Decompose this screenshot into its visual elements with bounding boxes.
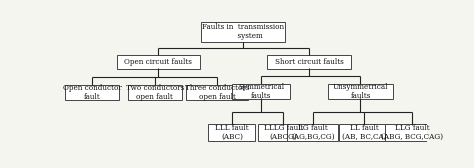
FancyBboxPatch shape [267,55,351,69]
Text: LLG fault
(ABG, BCG,CAG): LLG fault (ABG, BCG,CAG) [381,124,443,141]
Text: LLL fault
(ABC): LLL fault (ABC) [215,124,249,141]
FancyBboxPatch shape [232,84,290,99]
FancyBboxPatch shape [117,55,201,69]
Text: Faults in  transmission
      system: Faults in transmission system [202,23,284,40]
FancyBboxPatch shape [258,124,309,141]
FancyBboxPatch shape [186,85,248,100]
Text: Symmetrical
faults: Symmetrical faults [238,83,284,100]
FancyBboxPatch shape [209,124,255,141]
FancyBboxPatch shape [128,85,182,100]
FancyBboxPatch shape [385,124,439,141]
FancyBboxPatch shape [287,124,338,141]
Text: LG fault
(AG,BG,CG): LG fault (AG,BG,CG) [291,124,335,141]
Text: LLLG fault
(ABCG): LLLG fault (ABCG) [264,124,303,141]
Text: Open conductor
fault: Open conductor fault [63,84,122,101]
Text: LL fault
(AB, BC,CA): LL fault (AB, BC,CA) [342,124,386,141]
Text: Two conductors
open fault: Two conductors open fault [126,84,184,101]
FancyBboxPatch shape [201,22,285,42]
FancyBboxPatch shape [328,84,393,99]
Text: Short circuit faults: Short circuit faults [274,58,344,66]
FancyBboxPatch shape [339,124,390,141]
Text: Unsymmetrical
faults: Unsymmetrical faults [333,83,388,100]
Text: Three conductors
open fault: Three conductors open fault [185,84,249,101]
FancyBboxPatch shape [65,85,119,100]
Text: Open circuit faults: Open circuit faults [125,58,192,66]
